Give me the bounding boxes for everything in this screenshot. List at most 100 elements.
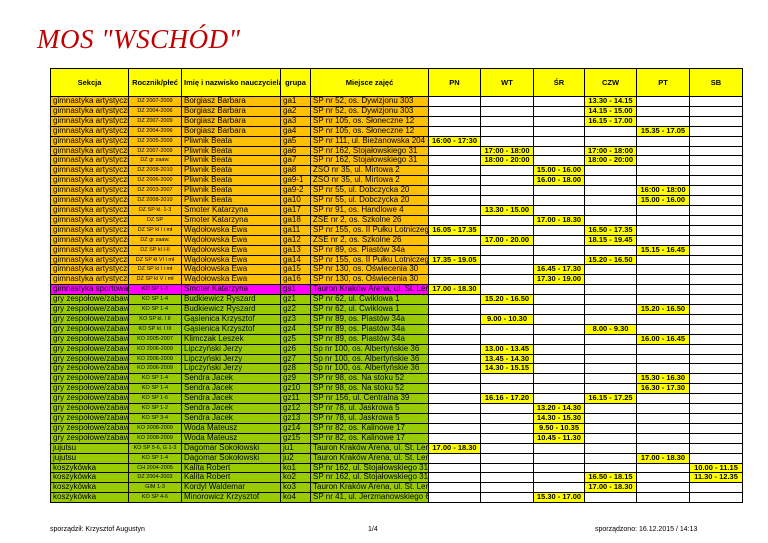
cell-pt: 16:00 - 18:00 — [636, 185, 690, 197]
cell-pn — [428, 294, 481, 306]
cell-rocznik: DZ SP kl I i mł — [128, 224, 182, 236]
cell-miejsce: SP nr 52, os. Dywizjonu 303 — [310, 96, 429, 107]
cell-pn — [428, 125, 481, 137]
header-wt: WT — [480, 68, 534, 97]
cell-grupa: gz10 — [280, 383, 311, 395]
cell-pn — [428, 333, 481, 345]
cell-nauczyciel: Borgiasz Barbara — [181, 96, 281, 107]
cell-sb — [689, 165, 743, 177]
table-row: koszykówka DZ 2004-2003 Kalita Robert ko2 SP… — [50, 472, 743, 484]
cell-wt — [480, 403, 534, 414]
table-row: gry zespołowe/zabawy KO SP kl. I III Gąsie… — [50, 323, 743, 335]
cell-pt — [636, 393, 690, 405]
cell-pn — [428, 452, 481, 464]
cell-wt — [480, 165, 534, 177]
cell-rocznik: KO SP 1-4 — [128, 373, 182, 385]
cell-czw — [584, 264, 637, 276]
cell-grupa: ga2 — [280, 105, 311, 117]
cell-nauczyciel: Lipczyński Jerzy — [181, 353, 281, 365]
cell-czw: 14.15 - 15.00 — [584, 105, 637, 117]
cell-sr — [533, 353, 585, 365]
cell-wt — [480, 413, 534, 424]
cell-czw — [584, 185, 637, 197]
cell-miejsce: SP nr 155, os. II Pułku Lotniczego 21 — [310, 254, 429, 266]
cell-czw: 16.50 - 17.35 — [584, 224, 637, 236]
cell-miejsce: SP nr 130, os. Oświecenia 30 — [310, 274, 429, 286]
cell-wt: 9.00 - 10.30 — [480, 313, 534, 325]
cell-sekcja: gimnastyka artystyczna — [50, 165, 129, 177]
cell-miejsce: SP nr 105, os. Słoneczne 12 — [310, 125, 429, 137]
cell-sekcja: koszykówka — [50, 492, 129, 504]
cell-miejsce: SP nr 52, os. Dywizjonu 303 — [310, 105, 429, 117]
cell-pt — [636, 165, 690, 177]
cell-nauczyciel: Gąsienica Krzysztof — [181, 323, 281, 335]
cell-pt: 15.20 - 16.50 — [636, 304, 690, 315]
cell-pt — [636, 284, 690, 296]
cell-sb — [689, 96, 743, 107]
cell-miejsce: SP nr 82, os. Kalinowe 17 — [310, 422, 429, 434]
cell-wt — [480, 125, 534, 137]
cell-sekcja: gimnastyka artystyczna — [50, 105, 129, 117]
table-row: gry zespołowe/zabawy KO 2005-2007 Klimczak… — [50, 333, 743, 345]
cell-wt — [480, 482, 534, 494]
cell-czw — [584, 432, 637, 444]
cell-pt — [636, 234, 690, 246]
cell-wt — [480, 185, 534, 197]
cell-nauczyciel: Pliwnik Beata — [181, 165, 281, 177]
cell-pn — [428, 165, 481, 177]
cell-pn — [428, 185, 481, 197]
cell-miejsce: SP nr 55, ul. Dobczycka 20 — [310, 195, 429, 206]
cell-pn — [428, 323, 481, 335]
cell-nauczyciel: Sendra Jacek — [181, 403, 281, 414]
cell-sekcja: koszykówka — [50, 462, 129, 474]
cell-grupa: gz14 — [280, 422, 311, 434]
cell-sr: 9.50 - 10.35 — [533, 422, 585, 434]
cell-sr — [533, 383, 585, 395]
cell-sekcja: gimnastyka artystyczna — [50, 214, 129, 226]
cell-sekcja: gimnastyka artystyczna — [50, 195, 129, 206]
cell-wt — [480, 244, 534, 256]
table-row: gry zespołowe/zabawy KO 2006-2009 Lipczyńs… — [50, 353, 743, 365]
cell-sr — [533, 393, 585, 405]
cell-sb — [689, 313, 743, 325]
table-row: gimnastyka artystyczna DZ 2007-2009 Pliwni… — [50, 145, 743, 157]
table-row: gimnastyka artystyczna DZ 2004-2006 Borgia… — [50, 105, 743, 117]
cell-sekcja: gry zespołowe/zabawy — [50, 393, 129, 405]
cell-grupa: gz7 — [280, 353, 311, 365]
cell-sb — [689, 343, 743, 355]
cell-rocznik: KO 2005-2007 — [128, 333, 182, 345]
cell-wt — [480, 96, 534, 107]
cell-sb — [689, 452, 743, 464]
cell-wt — [480, 135, 534, 147]
cell-sekcja: gry zespołowe/zabawy — [50, 383, 129, 395]
cell-sekcja: gimnastyka artystyczna — [50, 115, 129, 127]
cell-pn — [428, 313, 481, 325]
cell-grupa: ga4 — [280, 125, 311, 137]
cell-sr — [533, 294, 585, 306]
table-row: gimnastyka artystyczna DZ 2008-2010 Pliwni… — [50, 195, 743, 206]
cell-sr: 17.00 - 18.30 — [533, 214, 585, 226]
cell-sb — [689, 105, 743, 117]
cell-grupa: ga3 — [280, 115, 311, 127]
cell-sekcja: gry zespołowe/zabawy — [50, 413, 129, 424]
cell-nauczyciel: Borgiasz Barbara — [181, 115, 281, 127]
cell-pt — [636, 105, 690, 117]
cell-wt — [480, 115, 534, 127]
cell-rocznik: DZ SP kl V i mł — [128, 274, 182, 286]
cell-pt: 15.00 - 16.00 — [636, 195, 690, 206]
cell-czw — [584, 304, 637, 315]
cell-grupa: ga17 — [280, 204, 311, 216]
cell-nauczyciel: Lipczyński Jerzy — [181, 363, 281, 375]
cell-sb: 11.30 - 12.35 — [689, 472, 743, 484]
cell-sr — [533, 105, 585, 117]
cell-grupa: gz13 — [280, 413, 311, 424]
cell-wt: 13.30 - 15.00 — [480, 204, 534, 216]
cell-pn — [428, 462, 481, 474]
cell-pn — [428, 195, 481, 206]
cell-sr — [533, 333, 585, 345]
cell-czw: 8.00 - 9.30 — [584, 323, 637, 335]
cell-nauczyciel: Smoter Katarzyna — [181, 204, 281, 216]
table-row: gimnastyka artystyczna DZ SP kl. 1-3 Smote… — [50, 204, 743, 216]
cell-wt — [480, 462, 534, 474]
cell-sr — [533, 482, 585, 494]
